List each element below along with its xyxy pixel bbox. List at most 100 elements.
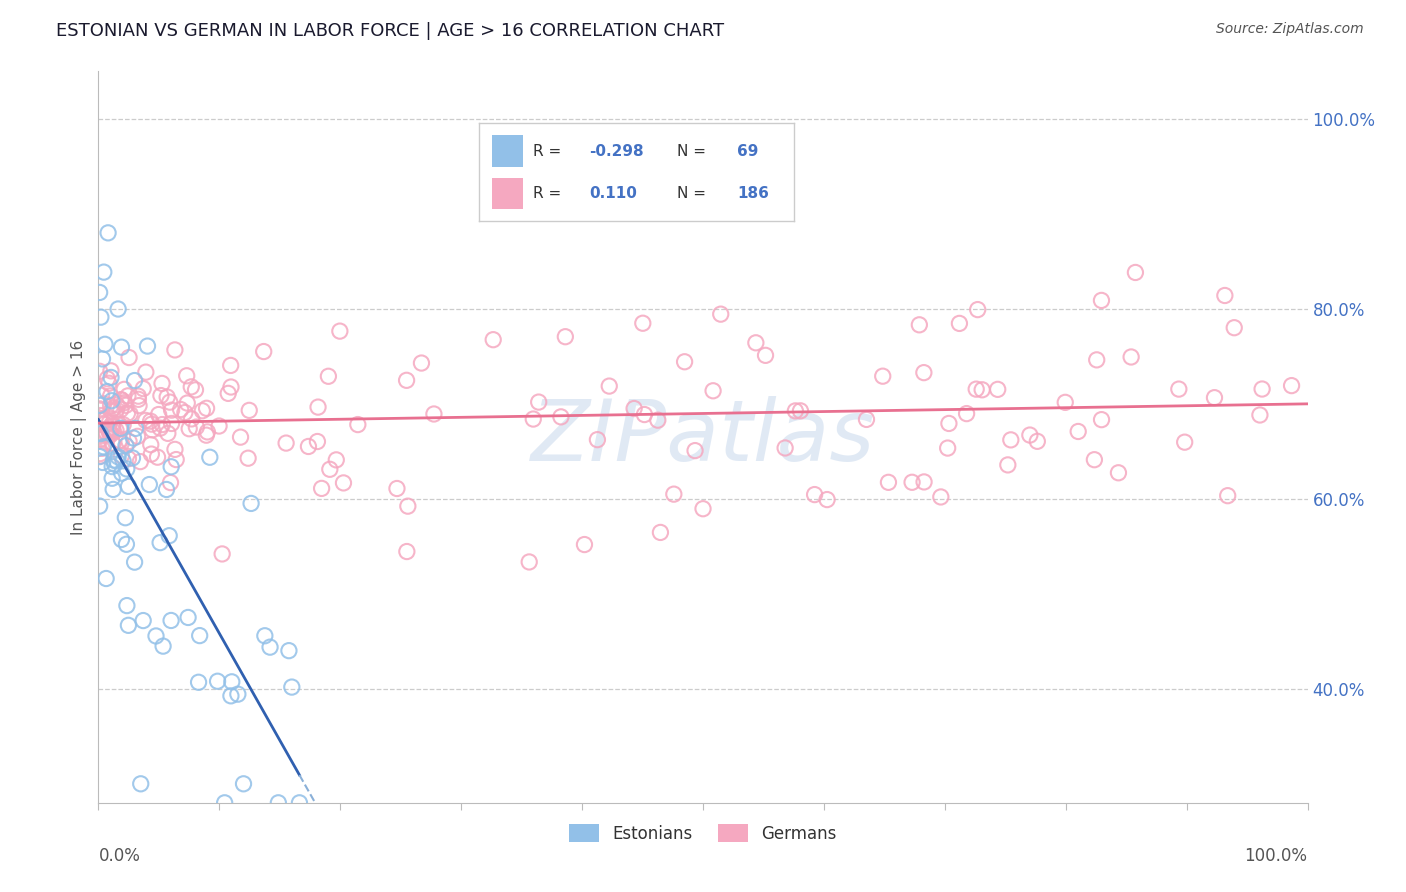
Point [229,430,252,444]
Point [901,475,924,490]
Point [395,544,418,558]
Point [98,425,121,439]
Point [311,482,333,496]
Point [89,428,111,442]
Point [110,533,132,547]
Point [745,335,768,350]
Point [1216,489,1239,503]
Point [93,417,115,432]
Point [93,440,115,454]
Point [89,401,111,416]
Point [912,475,935,489]
Point [139,438,162,452]
Point [574,537,596,551]
Point [89,429,111,443]
Point [1090,293,1112,308]
Point [163,442,186,457]
Point [803,487,825,501]
Point [160,403,183,417]
Point [238,403,260,417]
Point [522,412,544,426]
Point [929,490,952,504]
Point [100,389,122,403]
Point [100,404,122,418]
Point [110,402,132,417]
Point [117,389,139,403]
Point [146,450,169,465]
Point [160,459,183,474]
Point [160,614,183,628]
Point [176,396,198,410]
Point [586,433,609,447]
Point [114,398,136,412]
Point [103,453,125,467]
Point [94,413,117,427]
Point [156,426,179,441]
Point [148,408,170,422]
Point [297,440,319,454]
Point [198,450,221,465]
Point [236,451,259,466]
Point [253,344,276,359]
Point [987,382,1010,396]
Point [1018,428,1040,442]
Point [288,796,311,810]
Point [115,462,138,476]
Point [633,408,655,422]
Point [411,356,433,370]
Point [110,434,132,448]
Point [90,449,112,463]
Point [623,401,645,416]
Point [319,462,342,476]
Point [141,447,163,461]
Point [208,419,231,434]
Point [100,427,122,442]
Point [554,329,576,343]
Point [141,423,163,437]
Point [145,629,167,643]
Point [115,439,138,453]
Point [773,441,796,455]
Point [329,324,352,338]
Point [754,348,776,362]
Point [197,425,219,439]
Point [972,383,994,397]
Point [188,629,211,643]
Point [226,687,249,701]
Point [91,455,114,469]
Point [149,388,172,402]
Point [631,316,654,330]
Point [150,417,173,432]
Point [186,420,208,434]
Point [240,496,263,510]
Point [259,640,281,655]
Point [117,618,139,632]
Point [120,407,142,421]
Point [136,339,159,353]
Point [1067,425,1090,439]
Point [187,675,209,690]
Point [89,499,111,513]
Point [96,372,118,386]
Point [598,379,620,393]
Point [789,404,811,418]
Point [159,395,181,409]
Point [482,333,505,347]
Point [1085,352,1108,367]
Point [912,366,935,380]
Point [217,386,239,401]
Point [96,425,118,439]
Point [129,777,152,791]
Text: ESTONIAN VS GERMAN IN LABOR FORCE | AGE > 16 CORRELATION CHART: ESTONIAN VS GERMAN IN LABOR FORCE | AGE … [56,22,724,40]
Point [184,383,207,397]
Point [114,510,136,524]
Point [347,417,370,432]
Point [710,307,733,321]
Point [207,674,229,689]
Point [872,369,894,384]
Point [219,689,242,703]
Point [101,417,124,432]
Point [110,436,132,450]
Point [115,537,138,551]
Point [173,406,195,420]
